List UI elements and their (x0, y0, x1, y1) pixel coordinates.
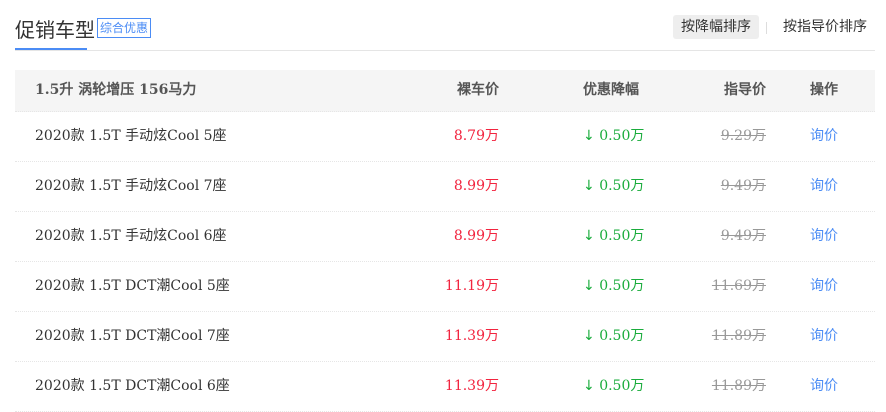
overall-discount-tag[interactable]: 综合优惠 (97, 18, 152, 38)
discount-value: 0.50万 (599, 328, 645, 344)
model-name: 2020款 1.5T DCT潮Cool 7座 (35, 328, 230, 344)
model-name: 2020款 1.5T 手动炫Cool 7座 (35, 178, 227, 194)
discount: ↓ 0.50万 (583, 362, 644, 411)
guide-price: 9.49万 (720, 228, 766, 244)
active-tab-underline (15, 48, 87, 50)
discount: ↓ 0.50万 (583, 212, 644, 261)
guide-price: 11.89万 (711, 328, 766, 344)
price: 11.19万 (444, 278, 499, 294)
guide-price: 11.89万 (711, 378, 766, 394)
guide-price: 9.49万 (720, 178, 766, 194)
price: 11.39万 (444, 378, 499, 394)
col-action: 操作 (810, 82, 838, 98)
col-price: 裸车价 (457, 82, 499, 98)
price: 11.39万 (444, 328, 499, 344)
arrow-down-icon: ↓ (583, 378, 595, 394)
table-row: 2020款 1.5T 手动炫Cool 7座 8.99万 ↓ 0.50万 9.49… (15, 162, 875, 212)
price: 8.99万 (453, 228, 499, 244)
inquire-link[interactable]: 询价 (810, 278, 838, 294)
discount-value: 0.50万 (599, 278, 645, 294)
inquire-link[interactable]: 询价 (810, 178, 838, 194)
model-name: 2020款 1.5T DCT潮Cool 5座 (35, 278, 230, 294)
price: 8.99万 (453, 178, 499, 194)
page-title: 促销车型 (15, 18, 95, 42)
guide-price: 11.69万 (711, 278, 766, 294)
engine-group-label: 1.5升 涡轮增压 156马力 (35, 82, 197, 98)
arrow-down-icon: ↓ (583, 278, 595, 294)
sort-by-discount-button[interactable]: 按降幅排序 (673, 15, 759, 39)
table-row: 2020款 1.5T 手动炫Cool 6座 8.99万 ↓ 0.50万 9.49… (15, 212, 875, 262)
divider (15, 50, 875, 51)
table-row: 2020款 1.5T DCT潮Cool 7座 11.39万 ↓ 0.50万 11… (15, 312, 875, 362)
inquire-link[interactable]: 询价 (810, 378, 838, 394)
guide-price: 9.29万 (720, 128, 766, 144)
promo-table: 1.5升 涡轮增压 156马力 裸车价 优惠降幅 指导价 操作 2020款 1.… (15, 70, 875, 412)
table-row: 2020款 1.5T 手动炫Cool 5座 8.79万 ↓ 0.50万 9.29… (15, 112, 875, 162)
separator (766, 22, 767, 34)
discount: ↓ 0.50万 (583, 312, 644, 361)
inquire-link[interactable]: 询价 (810, 228, 838, 244)
col-guide: 指导价 (724, 82, 766, 98)
arrow-down-icon: ↓ (583, 328, 595, 344)
table-row: 2020款 1.5T DCT潮Cool 6座 11.39万 ↓ 0.50万 11… (15, 362, 875, 412)
inquire-link[interactable]: 询价 (810, 128, 838, 144)
discount-value: 0.50万 (599, 378, 645, 394)
price: 8.79万 (453, 128, 499, 144)
discount: ↓ 0.50万 (583, 262, 644, 311)
table-header: 1.5升 涡轮增压 156马力 裸车价 优惠降幅 指导价 操作 (15, 70, 875, 112)
discount: ↓ 0.50万 (583, 112, 644, 161)
arrow-down-icon: ↓ (583, 128, 595, 144)
discount: ↓ 0.50万 (583, 162, 644, 211)
table-row: 2020款 1.5T DCT潮Cool 5座 11.19万 ↓ 0.50万 11… (15, 262, 875, 312)
inquire-link[interactable]: 询价 (810, 328, 838, 344)
model-name: 2020款 1.5T 手动炫Cool 5座 (35, 128, 227, 144)
model-name: 2020款 1.5T DCT潮Cool 6座 (35, 378, 230, 394)
discount-value: 0.50万 (599, 228, 645, 244)
discount-value: 0.50万 (599, 128, 645, 144)
arrow-down-icon: ↓ (583, 178, 595, 194)
arrow-down-icon: ↓ (583, 228, 595, 244)
discount-value: 0.50万 (599, 178, 645, 194)
col-discount: 优惠降幅 (583, 82, 639, 98)
sort-by-guide-price-button[interactable]: 按指导价排序 (783, 19, 867, 35)
model-name: 2020款 1.5T 手动炫Cool 6座 (35, 228, 227, 244)
